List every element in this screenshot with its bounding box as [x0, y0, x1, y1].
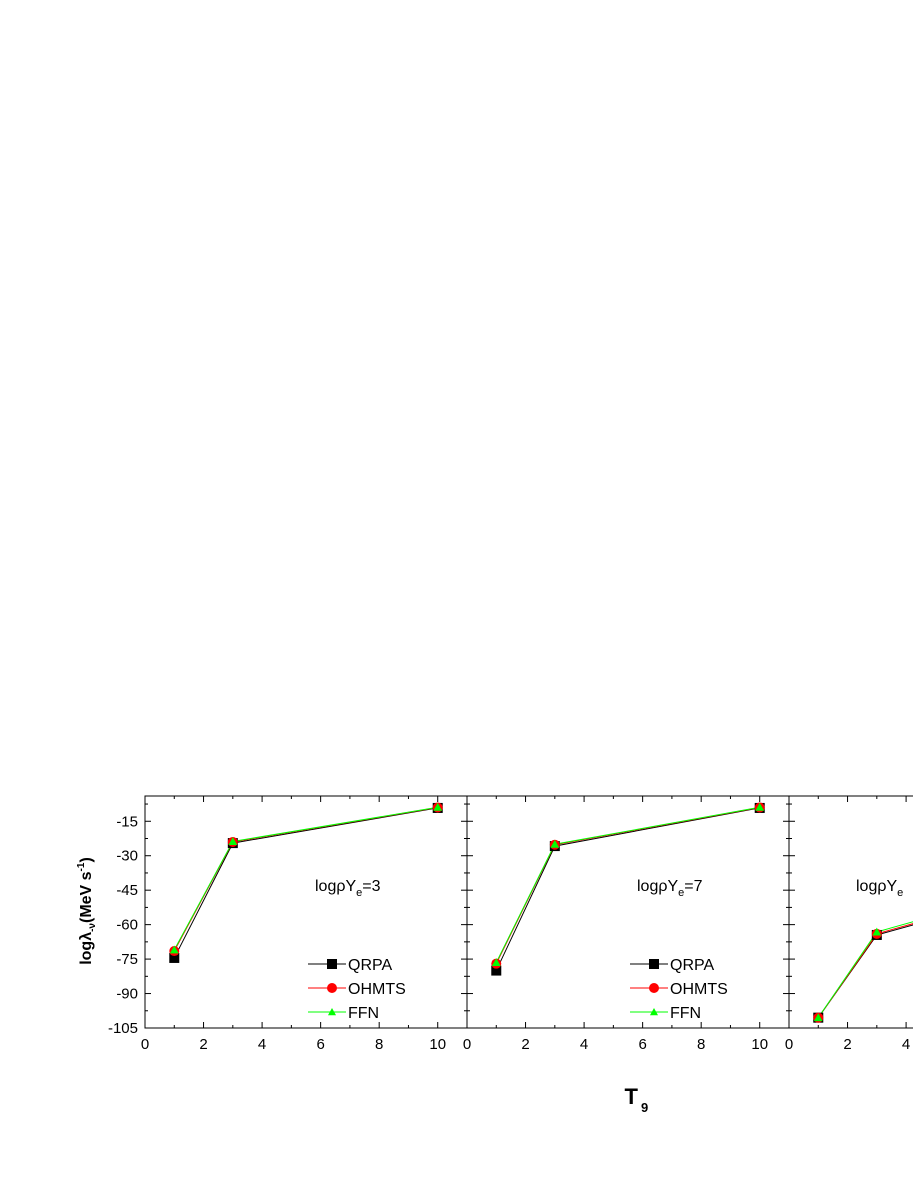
legend-marker-ohmts [327, 983, 337, 993]
x-tick-label: 2 [521, 1036, 529, 1053]
y-tick-label: -15 [116, 813, 138, 830]
legend-label-ohmts: OHMTS [670, 981, 728, 998]
data-point-ffn [169, 945, 179, 954]
y-tick-label: -105 [108, 1020, 138, 1037]
y-tick-label: -60 [116, 917, 138, 934]
density-annotation: logρYe=7 [637, 878, 703, 899]
x-tick-label: 8 [697, 1036, 705, 1053]
x-axis-label-main: T [625, 1084, 639, 1109]
legend-marker-ffn [327, 1007, 337, 1016]
series-line-qrpa [173, 807, 438, 959]
data-point-ffn [491, 958, 501, 967]
x-tick-label: 4 [580, 1036, 588, 1053]
y-axis-label-unit: (MeV s [78, 871, 95, 923]
x-axis-label: T 9 [625, 1084, 649, 1115]
x-tick-label: 0 [141, 1036, 149, 1053]
data-point-qrpa [491, 965, 502, 976]
y-axis-label: logλ-ν(MeV s-1) [76, 857, 98, 965]
density-annotation: logρYe [856, 878, 903, 899]
legend-marker-qrpa [649, 959, 659, 969]
data-point-ffn [755, 802, 765, 811]
x-axis-label-subscript: 9 [641, 1100, 648, 1115]
x-tick-label: 6 [638, 1036, 646, 1053]
y-tick-label: -90 [116, 986, 138, 1003]
x-tick-label: 2 [843, 1036, 851, 1053]
y-tick-label: -45 [116, 882, 138, 899]
y-axis-label-subscript: -ν [87, 923, 98, 932]
x-tick-label: 4 [902, 1036, 910, 1053]
y-axis-label-unit-sup: -1 [76, 862, 87, 871]
legend-marker-qrpa [327, 959, 337, 969]
x-tick-label: 0 [463, 1036, 471, 1053]
legend: QRPA OHMTS FFN [308, 957, 406, 1022]
legend-label-ohmts: OHMTS [348, 981, 406, 998]
x-tick-label: 10 [429, 1036, 446, 1053]
series-line-ffn [173, 806, 438, 951]
series-line-qrpa [495, 807, 760, 971]
y-axis-label-main: logλ [78, 932, 95, 965]
panels: 0 2 4 6 8 10 -15 -30 -45 -60 -75 -90 -105 logρYe=3 QRP… [108, 795, 913, 1053]
legend-label-ffn: FFN [348, 1005, 379, 1022]
x-tick-label: 6 [316, 1036, 324, 1053]
legend-marker-ohmts [649, 983, 659, 993]
legend-label-qrpa: QRPA [670, 957, 714, 974]
data-point-ffn [228, 837, 238, 845]
y-tick-label: -75 [116, 951, 138, 968]
legend-label-qrpa: QRPA [348, 957, 392, 974]
panel-2: 0 2 4 6 8 10 logρYe=7 QRPA OHMTS FFN [463, 795, 790, 1053]
data-point-ffn [550, 839, 560, 848]
x-tick-label: 8 [375, 1036, 383, 1053]
legend: QRPA OHMTS FFN [630, 957, 728, 1022]
x-tick-label: 2 [199, 1036, 207, 1053]
y-axis-label-unit-close: ) [78, 857, 95, 862]
x-tick-label: 4 [258, 1036, 266, 1053]
panel-1: 0 2 4 6 8 10 -15 -30 -45 -60 -75 -90 -105 logρYe=3 QRP… [108, 795, 468, 1053]
x-tick-label: 10 [751, 1036, 768, 1053]
data-point-ffn [872, 927, 882, 936]
data-point-ffn [813, 1013, 823, 1022]
y-tick-label: -30 [116, 848, 138, 865]
series-line-ffn [495, 806, 760, 963]
density-annotation: logρYe=3 [315, 878, 381, 899]
plot-frame [788, 795, 913, 1029]
legend-label-ffn: FFN [670, 1005, 701, 1022]
legend-marker-ffn [649, 1007, 659, 1016]
data-point-ffn [433, 802, 443, 811]
x-tick-label: 0 [785, 1036, 793, 1053]
svg-text:logλ-ν(MeV s-1): logλ-ν(MeV s-1) [76, 857, 98, 965]
data-point-qrpa [169, 952, 180, 963]
